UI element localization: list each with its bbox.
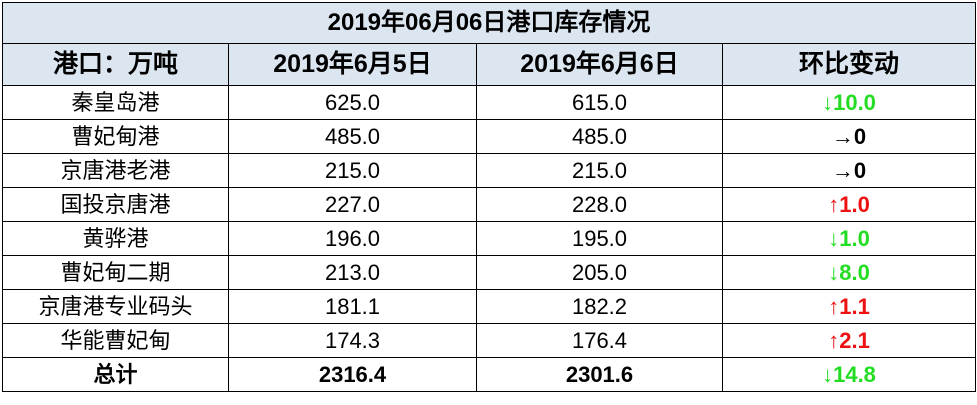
value-cell: 2316.4 — [228, 357, 477, 392]
data-row: 黄骅港 196.0 195.0 ↓1.0 — [2, 221, 977, 256]
change-cell: ↓1.0 — [721, 221, 977, 256]
value-cell: 2301.6 — [476, 357, 723, 392]
value-cell: 485.0 — [476, 119, 723, 154]
port-name: 秦皇岛港 — [2, 85, 229, 120]
data-row: 曹妃甸港 485.0 485.0 →0 — [2, 119, 977, 154]
value-cell: 228.0 — [476, 187, 723, 222]
total-row: 总计 2316.4 2301.6 ↓14.8 — [2, 357, 977, 392]
value-cell: 215.0 — [476, 153, 723, 188]
header-row: 港口：万吨 2019年6月5日 2019年6月6日 环比变动 — [2, 43, 977, 86]
change-cell: ↓10.0 — [721, 85, 977, 120]
port-name: 京唐港老港 — [2, 153, 229, 188]
change-cell: →0 — [721, 119, 977, 154]
port-name: 华能曹妃甸 — [2, 323, 229, 358]
value-cell: 181.1 — [228, 289, 477, 324]
header-cell: 环比变动 — [721, 43, 977, 86]
header-cell: 2019年6月6日 — [476, 43, 723, 86]
total-label: 总计 — [2, 357, 229, 392]
change-cell: ↓8.0 — [721, 255, 977, 290]
value-cell: 182.2 — [476, 289, 723, 324]
value-cell: 625.0 — [228, 85, 477, 120]
change-cell: ↓14.8 — [721, 357, 977, 392]
value-cell: 205.0 — [476, 255, 723, 290]
port-name: 京唐港专业码头 — [2, 289, 229, 324]
data-row: 京唐港老港 215.0 215.0 →0 — [2, 153, 977, 188]
value-cell: 174.3 — [228, 323, 477, 358]
value-cell: 213.0 — [228, 255, 477, 290]
header-cell: 港口：万吨 — [2, 43, 229, 86]
change-cell: →0 — [721, 153, 977, 188]
data-row: 京唐港专业码头 181.1 182.2 ↑1.1 — [2, 289, 977, 324]
table-title: 2019年06月06日港口库存情况 — [1, 2, 977, 44]
port-name: 国投京唐港 — [2, 187, 229, 222]
title-row: 2019年06月06日港口库存情况 — [1, 2, 977, 44]
change-cell: ↑2.1 — [721, 323, 977, 358]
data-row: 国投京唐港 227.0 228.0 ↑1.0 — [2, 187, 977, 222]
data-row: 曹妃甸二期 213.0 205.0 ↓8.0 — [2, 255, 977, 290]
value-cell: 215.0 — [228, 153, 477, 188]
data-row: 华能曹妃甸 174.3 176.4 ↑2.1 — [2, 323, 977, 358]
change-cell: ↑1.0 — [721, 187, 977, 222]
port-name: 曹妃甸二期 — [2, 255, 229, 290]
value-cell: 615.0 — [476, 85, 723, 120]
port-name: 黄骅港 — [2, 221, 229, 256]
header-cell: 2019年6月5日 — [228, 43, 477, 86]
value-cell: 485.0 — [228, 119, 477, 154]
value-cell: 195.0 — [476, 221, 723, 256]
port-name: 曹妃甸港 — [2, 119, 229, 154]
value-cell: 176.4 — [476, 323, 723, 358]
data-row: 秦皇岛港 625.0 615.0 ↓10.0 — [2, 85, 977, 120]
inventory-table: 2019年06月06日港口库存情况 港口：万吨 2019年6月5日 2019年6月6… — [1, 2, 977, 392]
change-cell: ↑1.1 — [721, 289, 977, 324]
value-cell: 196.0 — [228, 221, 477, 256]
value-cell: 227.0 — [228, 187, 477, 222]
